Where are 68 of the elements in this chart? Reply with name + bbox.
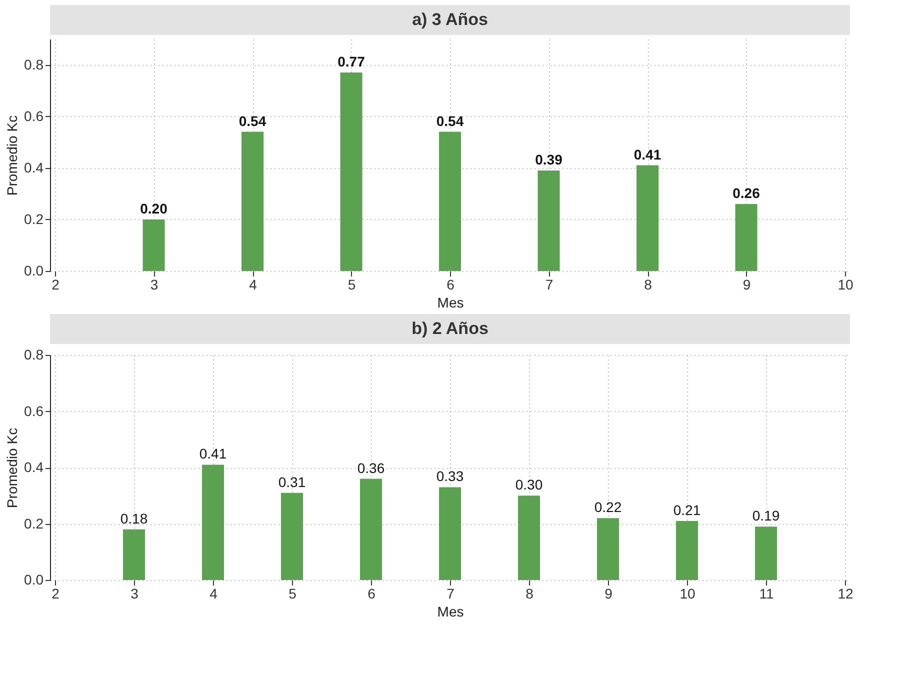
data-label: 0.54: [436, 112, 464, 129]
data-label: 0.77: [338, 54, 366, 70]
data-label: 0.54: [238, 112, 266, 129]
data-label: 0.18: [120, 510, 148, 526]
y-tick-label: 0.0: [24, 572, 44, 588]
data-label: 0.20: [140, 200, 168, 216]
data-label: 0.41: [199, 446, 227, 462]
bar: [439, 487, 461, 580]
x-tick-label: 3: [150, 276, 158, 292]
data-label: 0.36: [357, 460, 385, 476]
x-axis-title: Mes: [437, 604, 464, 620]
x-tick-label: 5: [348, 276, 356, 292]
bar: [676, 520, 698, 580]
x-tick-label: 2: [52, 276, 60, 292]
x-tick-label: 7: [545, 276, 554, 292]
y-tick-label: 0.8: [24, 56, 44, 72]
x-tick-label: 10: [680, 586, 696, 602]
x-tick-label: 11: [759, 586, 774, 602]
bar: [755, 526, 777, 580]
chart-title: b) 2 Años: [412, 319, 488, 338]
bar: [360, 478, 382, 580]
bar: [123, 529, 145, 580]
bar: [142, 219, 165, 271]
x-tick-label: 4: [249, 276, 258, 292]
y-axis-title: Promedio Kc: [4, 115, 20, 196]
y-tick-label: 0.2: [24, 210, 44, 227]
x-tick-label: 5: [288, 586, 297, 602]
x-tick-label: 6: [446, 276, 455, 292]
x-tick-label: 8: [644, 276, 652, 292]
y-tick-label: 0.2: [24, 515, 44, 532]
bar: [202, 464, 224, 580]
x-tick-label: 4: [210, 586, 218, 602]
bar: [538, 170, 560, 271]
data-label: 0.33: [436, 468, 464, 484]
data-label: 0.21: [673, 502, 701, 518]
x-tick-label: 9: [742, 276, 751, 292]
bar: [340, 72, 362, 271]
bar: [281, 492, 303, 580]
y-tick-label: 0.6: [24, 108, 44, 124]
data-label: 0.26: [732, 184, 760, 201]
y-tick-label: 0.0: [24, 262, 44, 278]
bar: [439, 132, 461, 271]
bar: [242, 132, 264, 271]
x-tick-label: 9: [604, 586, 613, 602]
bar: [518, 496, 540, 580]
bar: [636, 165, 658, 271]
y-axis-title: Promedio Kc: [4, 428, 20, 508]
data-label: 0.30: [515, 476, 543, 493]
bar: [597, 518, 619, 580]
data-label: 0.19: [752, 508, 780, 524]
y-tick-label: 0.8: [24, 346, 44, 362]
y-tick-label: 0.4: [24, 459, 44, 475]
data-label: 0.22: [594, 499, 622, 516]
x-tick-label: 3: [130, 586, 139, 602]
data-label: 0.39: [535, 151, 563, 168]
data-label: 0.41: [634, 146, 662, 162]
y-tick-label: 0.4: [24, 159, 44, 176]
y-tick-label: 0.6: [24, 402, 44, 419]
x-tick-label: 2: [52, 586, 60, 602]
x-tick-label: 6: [368, 586, 376, 602]
bar: [735, 204, 758, 271]
data-label: 0.31: [278, 474, 306, 490]
x-tick-label: 12: [838, 586, 854, 602]
x-tick-label: 8: [526, 586, 534, 602]
chart-title: a) 3 Años: [412, 10, 488, 29]
x-axis-title: Mes: [437, 294, 464, 310]
x-tick-label: 10: [838, 276, 854, 292]
x-tick-label: 7: [446, 586, 455, 602]
